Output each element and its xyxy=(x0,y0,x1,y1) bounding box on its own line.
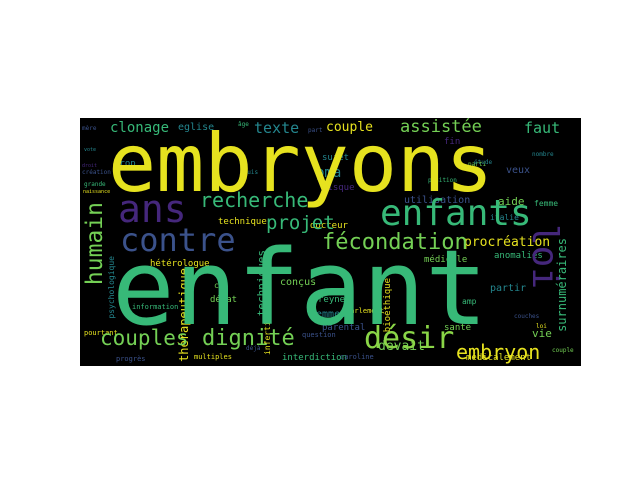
word-loi-small: loi xyxy=(536,323,547,330)
word-enfants: enfants xyxy=(380,193,532,234)
word-creation: création xyxy=(82,169,111,176)
word-couches: couches xyxy=(514,313,540,320)
word-louis: louis xyxy=(240,169,259,176)
word-reynes: reynes xyxy=(318,295,351,305)
word-vote: vote xyxy=(84,147,97,153)
word-age: âge xyxy=(238,121,249,128)
word-sante: santé xyxy=(444,323,472,333)
word-question: question xyxy=(302,331,336,339)
word-femmes: femmes xyxy=(310,309,347,320)
word-fin: fin xyxy=(444,137,461,147)
word-eglise: eglise xyxy=(178,122,215,133)
word-pma: pma xyxy=(316,165,342,181)
word-humain: humain xyxy=(82,202,108,286)
word-concus: conçus xyxy=(280,277,317,288)
word-technique: technique xyxy=(218,217,267,227)
word-desir: désir xyxy=(364,321,455,356)
word-embryon: embryon xyxy=(456,340,541,364)
word-couples: couples xyxy=(100,326,189,350)
word-femme: femme xyxy=(534,199,559,208)
word-position: position xyxy=(428,177,457,184)
word-ans: ans xyxy=(118,187,187,231)
word-trop: trop xyxy=(114,159,136,169)
word-risque: risque xyxy=(322,183,355,193)
word-aide: aide xyxy=(498,195,525,208)
word-debat: débat xyxy=(210,295,238,305)
word-nombre: nombre xyxy=(532,151,554,158)
word-utilisation: utilisation xyxy=(404,195,471,206)
word-enfant: enfant xyxy=(112,227,488,349)
word-mere: mère xyxy=(82,125,97,132)
word-multiples: multiples xyxy=(194,353,232,361)
word-parti: parti xyxy=(468,161,487,168)
word-anomalies: anomalies xyxy=(494,251,543,261)
word-texte: texte xyxy=(254,119,300,137)
word-devait: devait xyxy=(378,339,425,354)
word-parlement: parlement xyxy=(346,307,384,315)
word-clonage: clonage xyxy=(110,120,170,136)
word-parental: parental xyxy=(322,323,366,333)
word-loi: loi xyxy=(524,224,565,290)
word-embryons: embryons xyxy=(108,118,494,210)
word-surnumeraires: surnuméraires xyxy=(555,238,569,332)
word-partir: partir xyxy=(490,283,527,294)
word-etude: étude xyxy=(474,159,493,166)
word-amp: amp xyxy=(462,297,477,306)
word-sujet: sujet xyxy=(322,153,350,163)
word-cloud: mère vote droit naissance création grand… xyxy=(80,118,581,366)
word-procreation: procréation xyxy=(464,235,551,250)
word-pourtant: pourtant xyxy=(84,329,118,337)
word-medicale: médicale xyxy=(424,255,468,265)
word-couple-small: couple xyxy=(552,347,574,354)
word-grande: grande xyxy=(84,181,106,188)
word-recherche: recherche xyxy=(200,188,309,212)
word-veux: veux xyxy=(506,165,531,176)
word-deja: déjà xyxy=(246,345,261,352)
word-fecondation: fécondation xyxy=(322,230,468,255)
word-droit: droit xyxy=(82,163,98,169)
word-interdiction: interdiction xyxy=(282,353,348,363)
word-italie: italie xyxy=(490,213,519,222)
word-part: part xyxy=(308,127,323,134)
word-medicalement: médicalement xyxy=(466,353,532,363)
word-caroline: caroline xyxy=(340,353,374,361)
word-heterologue: hétérologue xyxy=(150,259,210,269)
word-docteur: docteur xyxy=(310,221,348,231)
word-couple: couple xyxy=(326,120,373,135)
word-progres: progrès xyxy=(116,355,146,363)
word-vie: vie xyxy=(532,327,552,340)
word-contre: contre xyxy=(120,221,236,259)
word-assistee: assistée xyxy=(400,118,482,137)
word-naissance: naissance xyxy=(83,189,111,195)
word-dignite: dignité xyxy=(202,326,295,351)
word-faut: faut xyxy=(524,119,561,137)
word-projet: projet xyxy=(266,212,335,234)
word-information: information xyxy=(132,303,179,311)
word-cas: cas xyxy=(214,281,229,290)
